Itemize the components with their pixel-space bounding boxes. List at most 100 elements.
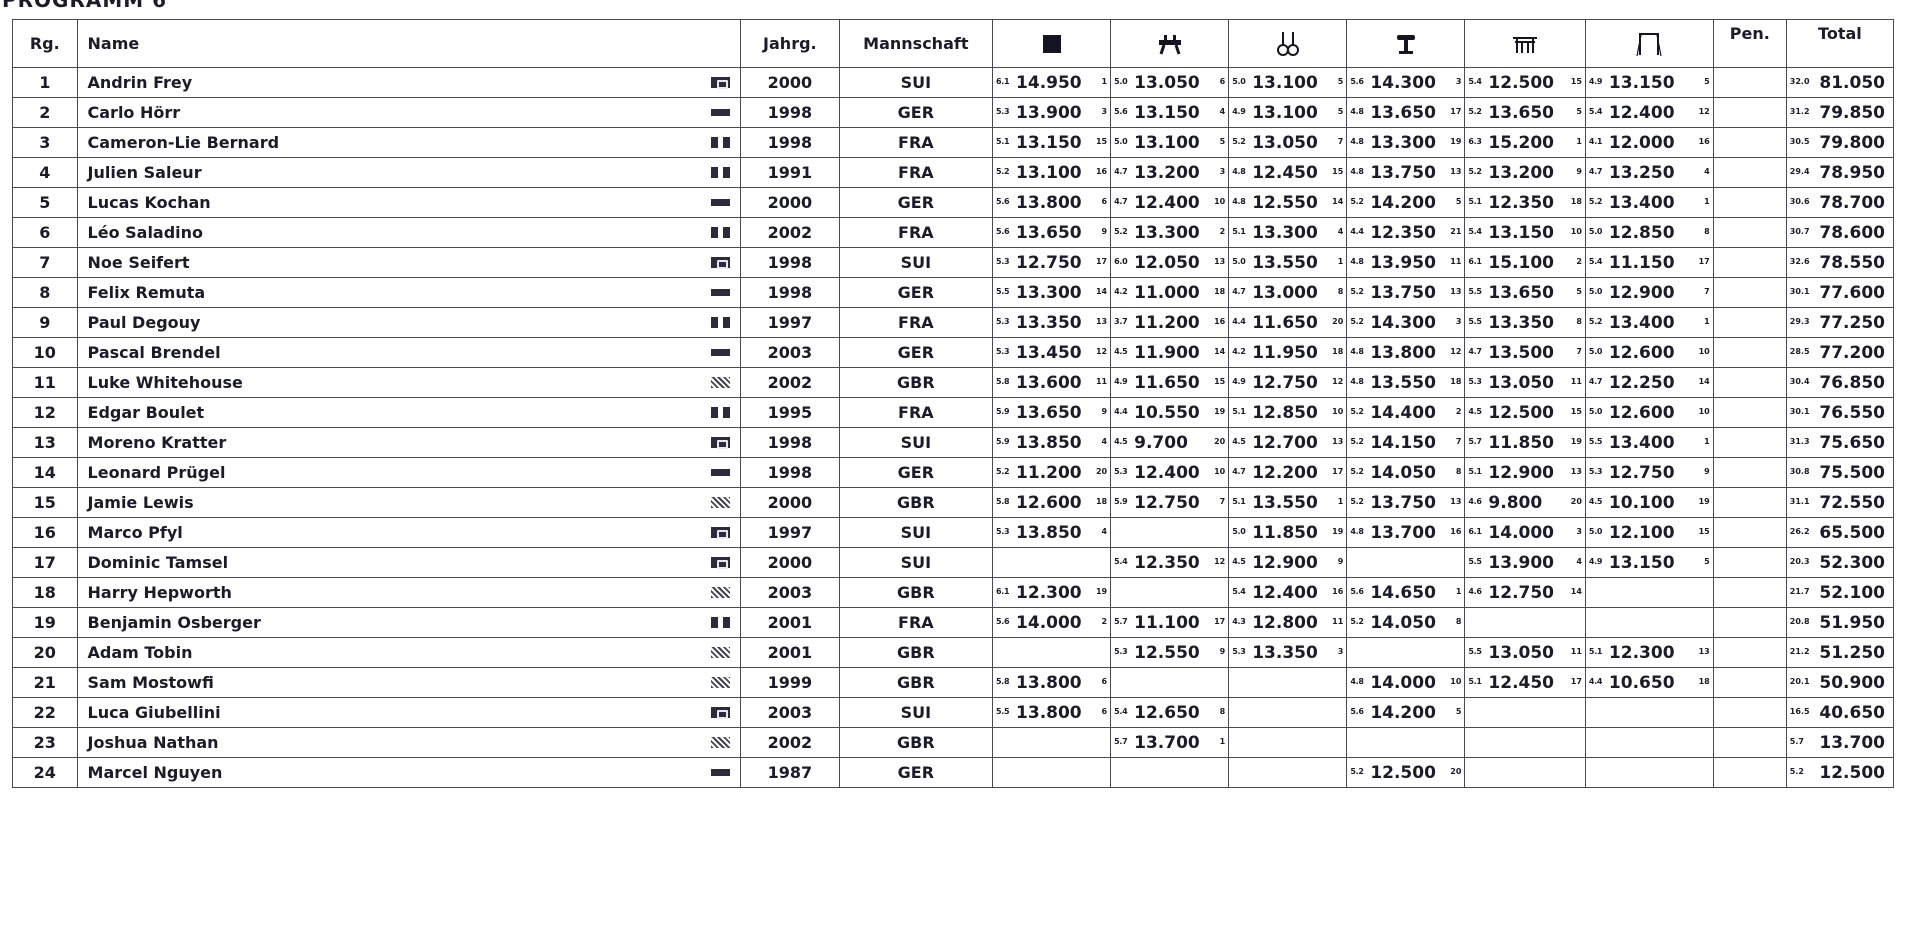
total-e-score: 5.2 — [1789, 767, 1804, 776]
rank-cell: 17 — [12, 547, 78, 578]
e-score: 5.7 — [1114, 617, 1128, 626]
final-score: 12.400 — [1134, 193, 1200, 213]
table-row: 20 Adam Tobin 2001 GBR 5.3 12.550 9 5.3 13.350 3 5… — [12, 637, 1895, 668]
penalty-cell — [1712, 217, 1787, 248]
score-cell — [1584, 727, 1714, 758]
score-cell: 4.6 9.800 20 — [1464, 487, 1586, 518]
final-score: 14.950 — [1016, 73, 1082, 93]
total-e-score: 30.8 — [1789, 467, 1810, 476]
e-score: 5.0 — [1588, 407, 1603, 416]
score-cell: 5.0 12.600 10 — [1584, 397, 1714, 428]
e-score: 5.9 — [996, 437, 1010, 446]
e-score: 5.1 — [1232, 497, 1246, 506]
e-score: 5.8 — [996, 677, 1010, 686]
final-score: 13.150 — [1488, 223, 1555, 243]
total-e-score: 30.5 — [1789, 137, 1810, 146]
total-e-score: 31.1 — [1789, 497, 1810, 506]
final-score: 12.550 — [1252, 193, 1318, 213]
event-rank: 18 — [1214, 287, 1226, 296]
parallel-bars-icon — [1513, 36, 1538, 53]
score-cell: 6.3 15.200 1 — [1464, 127, 1586, 158]
e-score: 5.2 — [1468, 167, 1482, 176]
penalty-header: Pen. — [1712, 19, 1787, 68]
gymnast-name: Cameron-Lie Bernard — [87, 133, 280, 152]
final-score: 12.750 — [1252, 373, 1318, 393]
final-score: 14.000 — [1370, 673, 1436, 693]
e-score: 4.5 — [1114, 437, 1128, 446]
flag-icon — [711, 617, 731, 628]
score-cell: 5.1 12.450 17 — [1464, 667, 1586, 698]
name-cell: Léo Saladino — [76, 217, 742, 248]
final-score: 13.150 — [1608, 73, 1675, 93]
final-score: 14.150 — [1370, 433, 1436, 453]
score-cell: 5.7 11.100 17 — [1110, 607, 1230, 638]
e-score: 5.4 — [1588, 257, 1603, 266]
final-score: 13.350 — [1016, 313, 1082, 333]
e-score: 5.6 — [1350, 587, 1364, 596]
team-cell: GBR — [838, 637, 994, 668]
final-score: 14.300 — [1370, 73, 1436, 93]
final-score: 13.250 — [1608, 163, 1675, 183]
gymnast-name: Pascal Brendel — [87, 343, 221, 362]
event-rank: 9 — [1219, 647, 1226, 656]
final-score: 13.650 — [1016, 223, 1082, 243]
team-cell: FRA — [838, 127, 994, 158]
gymnast-name: Harry Hepworth — [87, 583, 232, 602]
score-cell: 5.8 13.600 11 — [992, 367, 1112, 398]
team-header: Mannschaft — [838, 19, 994, 68]
final-score: 12.450 — [1252, 163, 1318, 183]
final-score: 12.400 — [1252, 583, 1318, 603]
e-score: 4.5 — [1232, 557, 1246, 566]
score-cell: 5.1 13.300 4 — [1228, 217, 1348, 248]
score-cell: 5.0 11.850 19 — [1228, 517, 1348, 548]
final-score: 13.800 — [1016, 703, 1082, 723]
total-cell: 29.3 77.250 — [1785, 307, 1895, 338]
final-score: 13.650 — [1370, 103, 1436, 123]
vault-icon — [1396, 34, 1415, 54]
score-cell: 5.5 13.900 4 — [1464, 547, 1586, 578]
final-score: 12.850 — [1608, 223, 1675, 243]
final-score: 13.650 — [1488, 283, 1555, 303]
e-score: 4.4 — [1350, 227, 1364, 236]
e-score: 5.6 — [1114, 107, 1128, 116]
event-rank: 12 — [1332, 377, 1344, 386]
event-rank: 5 — [1455, 197, 1462, 206]
event-rank: 1 — [1337, 497, 1344, 506]
final-score: 13.300 — [1134, 223, 1200, 243]
final-score: 14.050 — [1370, 463, 1436, 483]
flag-icon — [711, 587, 731, 598]
final-score: 12.900 — [1488, 463, 1555, 483]
event-rank: 9 — [1101, 407, 1108, 416]
total-cell: 30.4 76.850 — [1785, 367, 1895, 398]
rank-cell: 21 — [12, 667, 78, 698]
score-cell: 4.7 12.200 17 — [1228, 457, 1348, 488]
year-header: Jahrg. — [740, 19, 840, 68]
score-cell: 4.2 11.000 18 — [1110, 277, 1230, 308]
event-rank: 21 — [1450, 227, 1462, 236]
score-cell: 5.2 13.100 16 — [992, 157, 1112, 188]
event-rank: 15 — [1214, 377, 1226, 386]
name-cell: Paul Degouy — [76, 307, 742, 338]
final-score: 11.850 — [1488, 433, 1555, 453]
score-cell — [1228, 727, 1348, 758]
team-cell: SUI — [838, 697, 994, 728]
e-score: 4.9 — [1232, 107, 1246, 116]
score-cell — [1584, 757, 1714, 788]
rank-cell: 3 — [12, 127, 78, 158]
total-e-score: 5.7 — [1789, 737, 1804, 746]
gymnast-name: Moreno Kratter — [87, 433, 227, 452]
total-e-score: 32.0 — [1789, 77, 1810, 86]
high-bar-header — [1584, 19, 1714, 68]
total-e-score: 21.7 — [1789, 587, 1810, 596]
e-score: 5.6 — [1350, 77, 1364, 86]
total-cell: 20.8 51.950 — [1785, 607, 1895, 638]
e-score: 5.9 — [996, 407, 1010, 416]
penalty-cell — [1712, 727, 1787, 758]
total-score: 77.200 — [1819, 343, 1885, 363]
event-rank: 16 — [1214, 317, 1226, 326]
final-score: 13.050 — [1488, 373, 1555, 393]
gymnast-name: Marco Pfyl — [87, 523, 183, 542]
final-score: 12.900 — [1608, 283, 1675, 303]
score-cell: 4.7 12.400 10 — [1110, 187, 1230, 218]
score-cell: 4.8 13.650 17 — [1346, 97, 1466, 128]
